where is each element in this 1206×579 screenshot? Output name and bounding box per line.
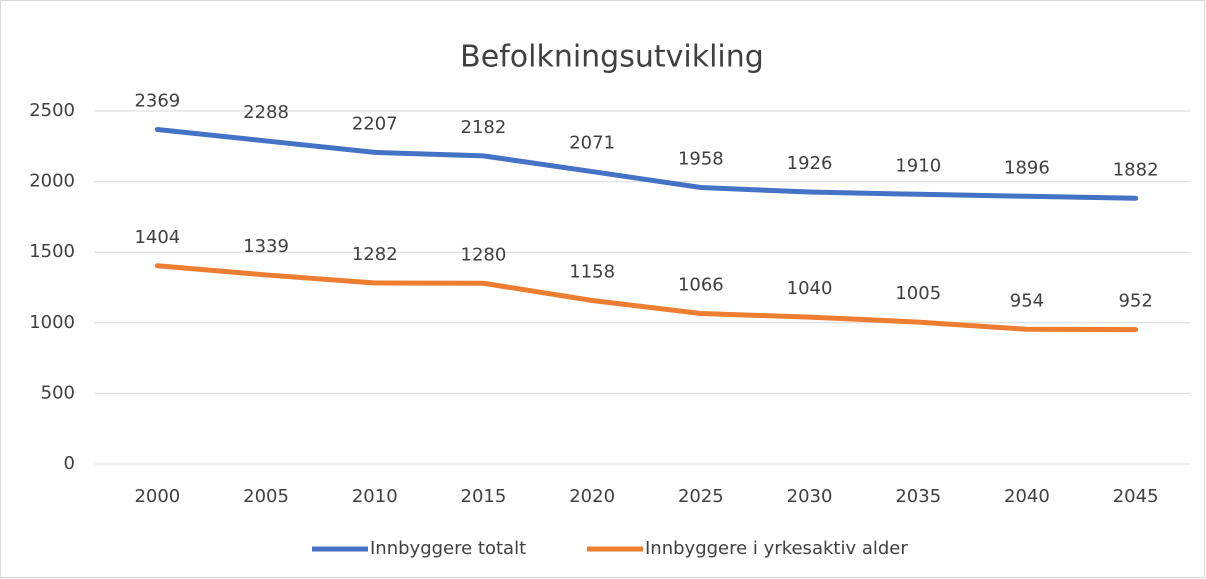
- data-label: 1282: [352, 244, 398, 265]
- y-tick-label: 1000: [29, 312, 75, 333]
- data-label: 2182: [461, 117, 507, 138]
- data-label: 1280: [461, 244, 507, 265]
- x-tick-label: 2005: [243, 486, 289, 507]
- data-label: 1896: [1004, 157, 1050, 178]
- x-tick-label: 2010: [352, 486, 398, 507]
- data-label: 2288: [243, 102, 289, 123]
- x-tick-label: 2020: [569, 486, 615, 507]
- legend-label: Innbyggere i yrkesaktiv alder: [645, 538, 908, 559]
- data-label: 1040: [787, 278, 833, 299]
- x-tick-label: 2030: [787, 486, 833, 507]
- data-label: 1958: [678, 149, 724, 170]
- data-label: 1005: [895, 283, 941, 304]
- data-label: 1882: [1113, 159, 1159, 180]
- data-label: 2369: [134, 90, 180, 111]
- y-tick-label: 2000: [29, 171, 75, 192]
- data-label: 1926: [787, 153, 833, 174]
- y-tick-label: 2500: [29, 100, 75, 121]
- series-line: [154, 126, 1139, 201]
- data-label: 1910: [895, 155, 941, 176]
- data-label: 952: [1118, 291, 1152, 312]
- legend-label: Innbyggere totalt: [370, 538, 526, 559]
- x-tick-label: 2040: [1004, 486, 1050, 507]
- y-tick-label: 0: [64, 453, 75, 474]
- x-tick-label: 2025: [678, 486, 724, 507]
- data-label: 1066: [678, 274, 724, 295]
- data-label: 1158: [569, 261, 615, 282]
- x-tick-label: 2015: [461, 486, 507, 507]
- x-tick-label: 2000: [134, 486, 180, 507]
- chart-title: Befolkningsutvikling: [460, 40, 764, 75]
- y-tick-label: 1500: [29, 241, 75, 262]
- y-tick-label: 500: [41, 382, 75, 403]
- x-tick-label: 2045: [1113, 486, 1159, 507]
- series-line: [154, 263, 1139, 333]
- data-label: 2071: [569, 133, 615, 154]
- data-label: 954: [1010, 290, 1044, 311]
- x-tick-label: 2035: [895, 486, 941, 507]
- data-label: 1339: [243, 236, 289, 257]
- data-label: 2207: [352, 113, 398, 134]
- data-label: 1404: [134, 227, 180, 248]
